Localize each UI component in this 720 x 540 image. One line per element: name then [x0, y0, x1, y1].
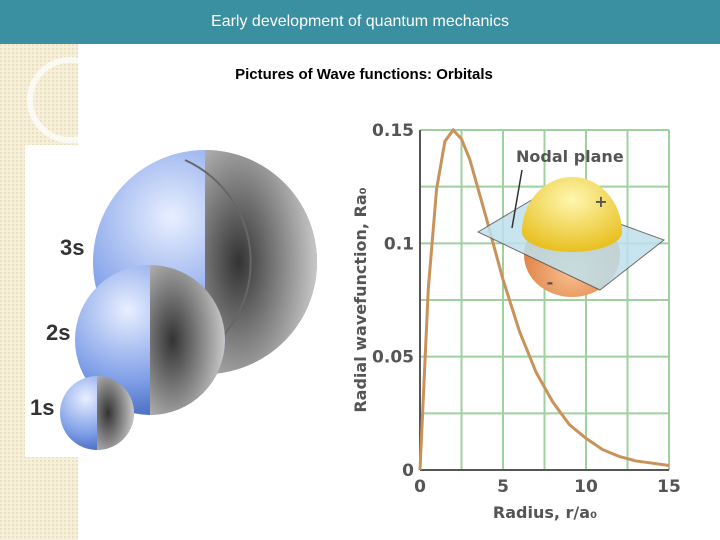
x-tick-label: 0 — [414, 477, 426, 497]
annotation: - — [547, 273, 554, 292]
orbital-label: 1s — [30, 395, 54, 420]
annotation: + — [594, 192, 607, 211]
title-bar — [0, 0, 720, 44]
x-tick-label: 10 — [574, 477, 598, 497]
chart: 0 5 10 15 0 0.05 0.1 0.15 Radius, r/a₀ Radial wav… — [351, 121, 681, 522]
orbital-label: 2s — [46, 320, 70, 345]
decoration — [27, 57, 113, 143]
line — [418, 127, 670, 471]
nodal-plane-graphic — [476, 169, 666, 297]
y-axis-label: Radial wavefunction, Ra₀ — [351, 187, 370, 412]
annotation: Nodal plane — [516, 147, 624, 166]
orbital-label: 3s — [60, 235, 84, 260]
x-axis-label: Radius, r/a₀ — [493, 503, 597, 522]
x-tick-label: 5 — [497, 477, 509, 497]
slide-subtitle: Pictures of Wave functions: Orbitals — [235, 66, 493, 83]
x-tick-label: 15 — [657, 477, 681, 497]
y-tick-label: 0.15 — [372, 121, 414, 141]
orbital-1s — [60, 376, 134, 450]
y-tick-label: 0 — [402, 461, 414, 481]
slide-title: Early development of quantum mechanics — [211, 13, 509, 30]
y-tick-label: 0.05 — [372, 348, 414, 368]
orbital-2s — [75, 265, 225, 415]
y-tick-label: 0.1 — [384, 234, 414, 254]
